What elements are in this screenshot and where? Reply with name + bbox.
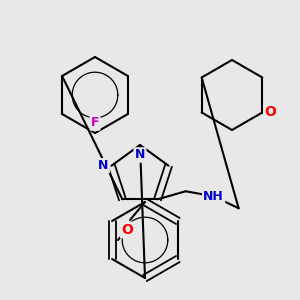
Text: NH: NH xyxy=(203,190,224,203)
Text: N: N xyxy=(98,159,109,172)
Text: O: O xyxy=(121,223,133,237)
Text: O: O xyxy=(264,106,276,119)
Text: F: F xyxy=(91,116,99,130)
Text: N: N xyxy=(135,148,145,161)
